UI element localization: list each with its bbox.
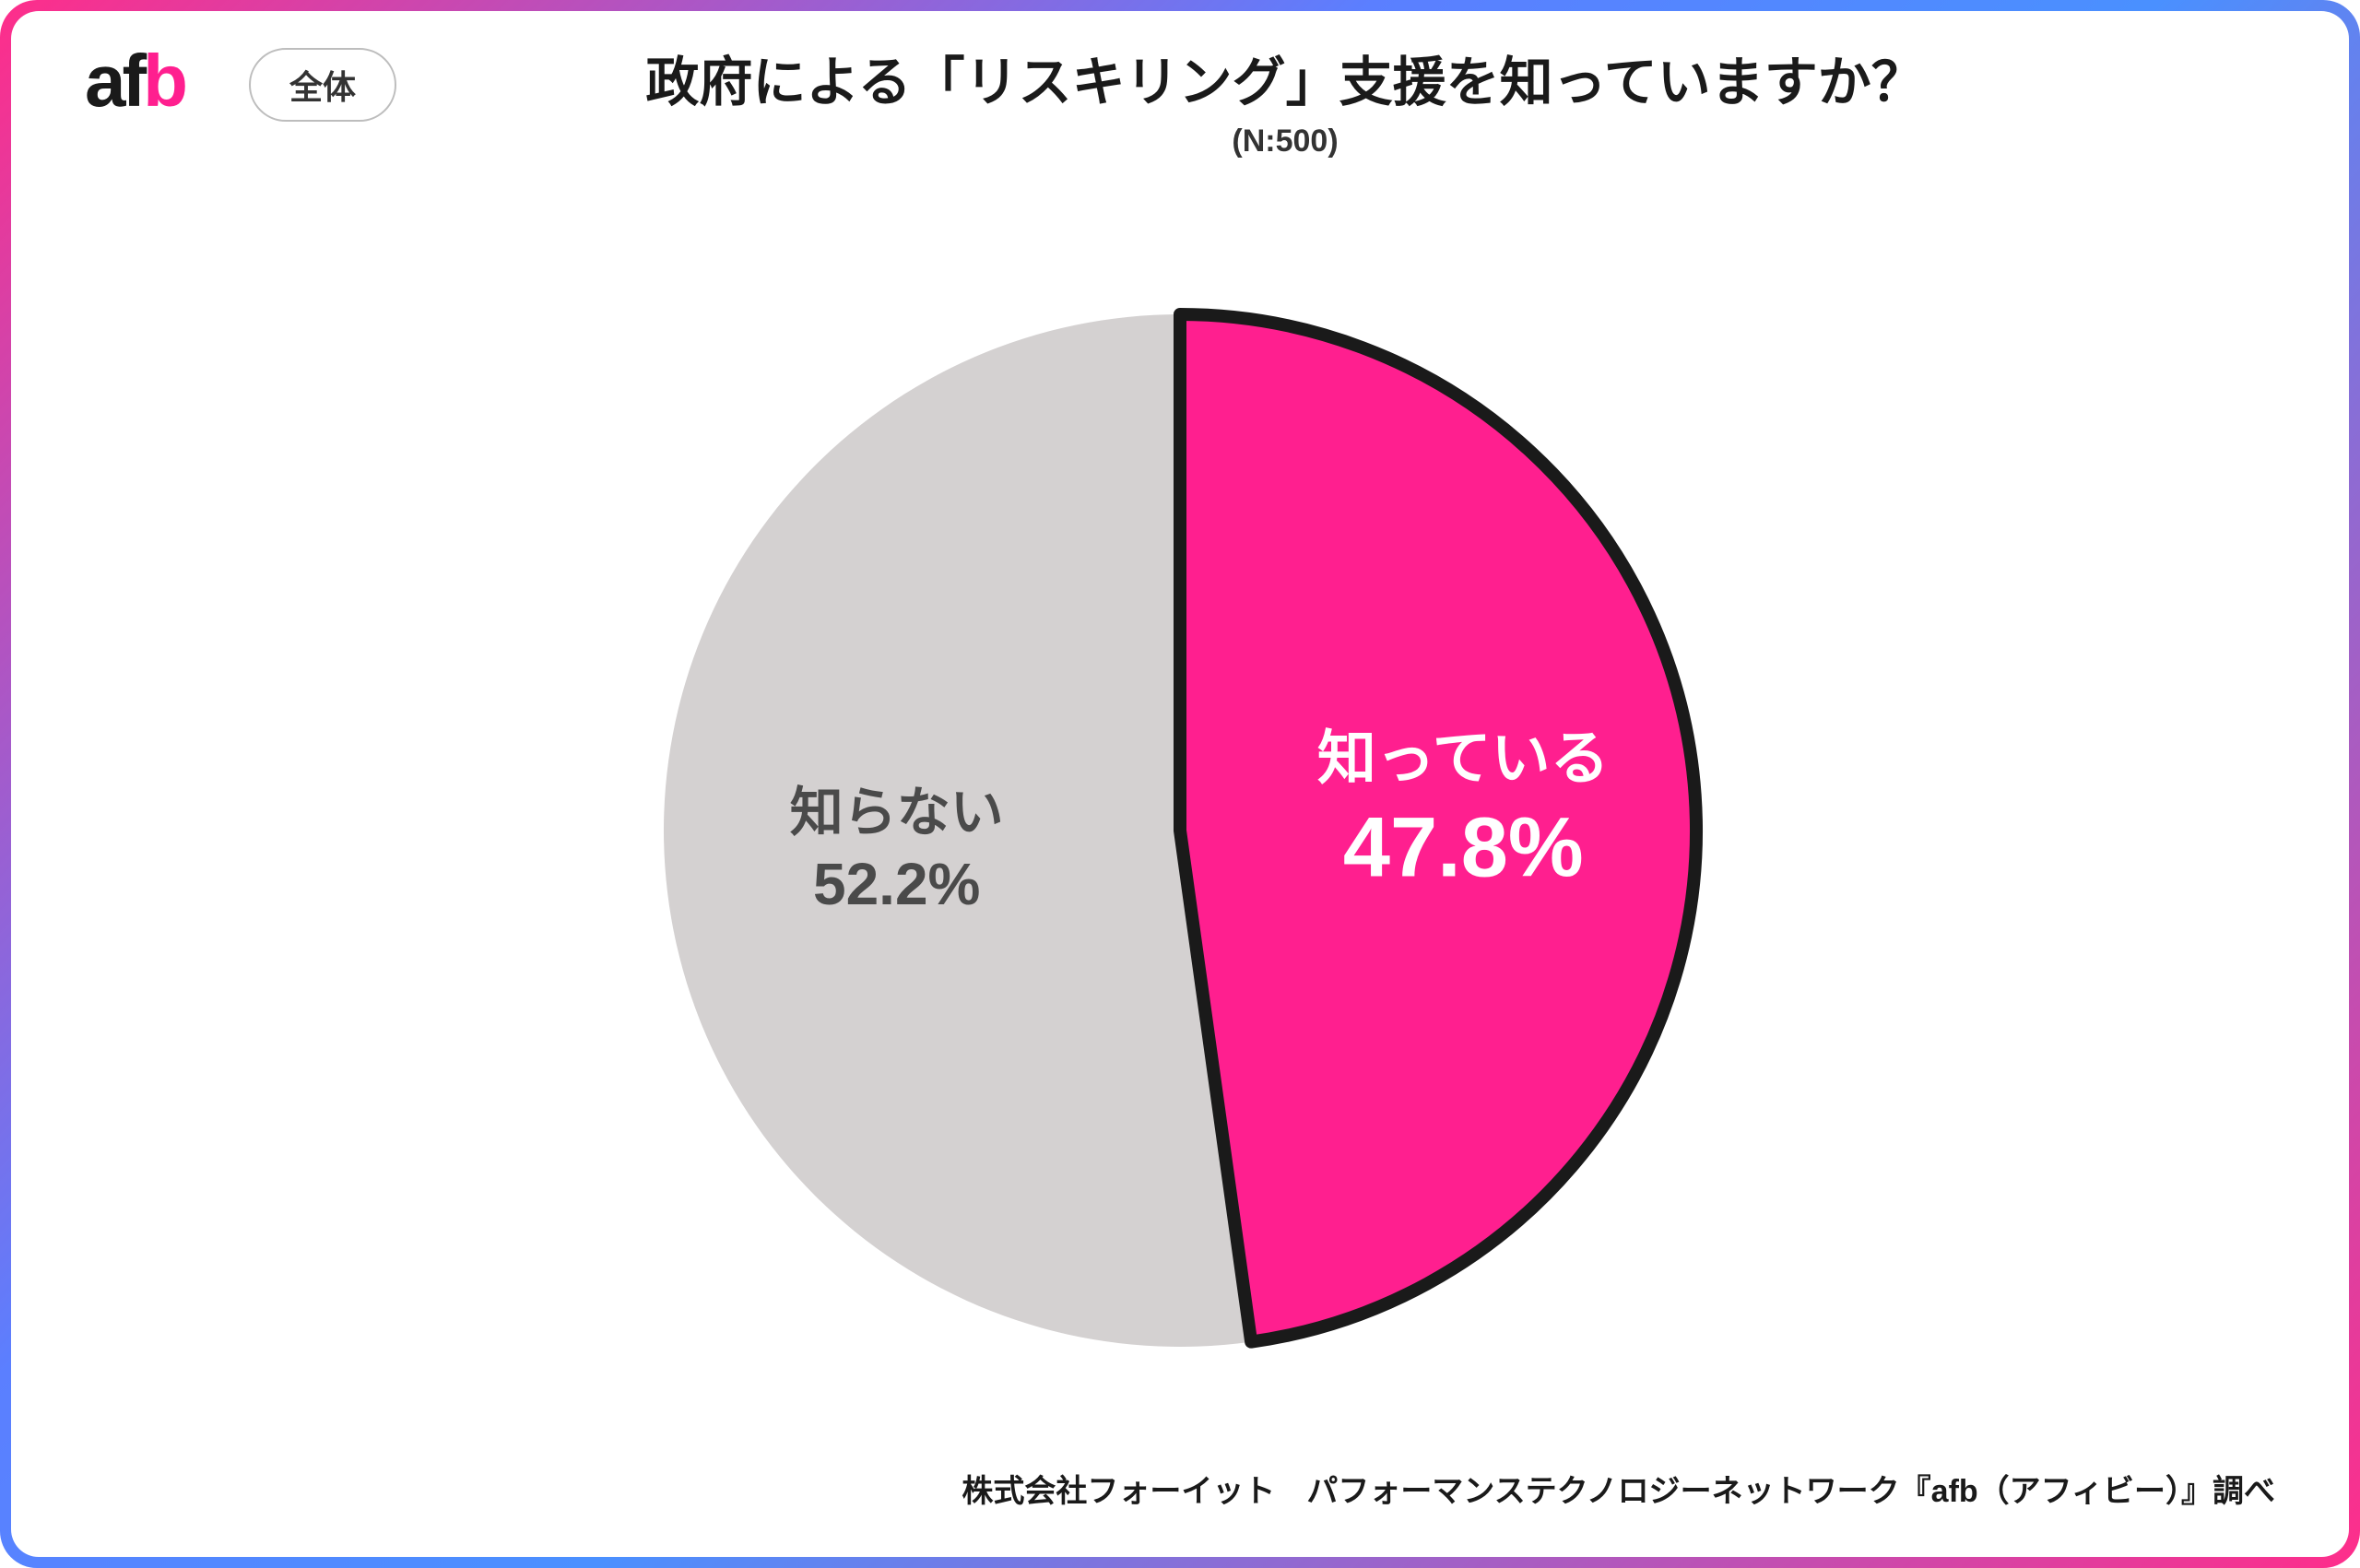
attribution: 株式会社フォーイット パフォーマンステクノロジーネットワーク『afb（アフィビー… bbox=[962, 1466, 2275, 1511]
slice-label-know: 知っている47.8% bbox=[1317, 721, 1610, 901]
slice-label-dontknow: 知らない52.2% bbox=[790, 780, 1004, 921]
scope-badge: 全体 bbox=[249, 48, 396, 122]
slice-percent: 47.8% bbox=[1317, 795, 1610, 901]
slice-percent: 52.2% bbox=[790, 846, 1004, 920]
chart-title: 政府による「リスキリング」支援を知っていますか？ bbox=[461, 39, 2109, 116]
card: afb 全体 政府による「リスキリング」支援を知っていますか？ (N:500) … bbox=[11, 11, 2349, 1557]
slice-name: 知っている bbox=[1317, 721, 1610, 795]
afb-logo: afb bbox=[85, 39, 184, 118]
sample-size: (N:500) bbox=[461, 124, 2109, 159]
header: afb 全体 政府による「リスキリング」支援を知っていますか？ (N:500) bbox=[85, 39, 2275, 159]
gradient-frame: afb 全体 政府による「リスキリング」支援を知っていますか？ (N:500) … bbox=[0, 0, 2360, 1568]
slice-name: 知らない bbox=[790, 780, 1004, 847]
pie-chart: 知っている47.8% 知らない52.2% bbox=[645, 296, 1715, 1365]
title-block: 政府による「リスキリング」支援を知っていますか？ (N:500) bbox=[461, 39, 2275, 159]
